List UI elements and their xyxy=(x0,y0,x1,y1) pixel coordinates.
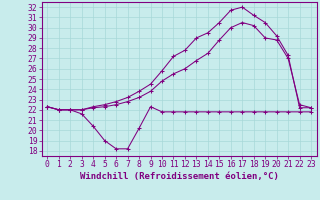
X-axis label: Windchill (Refroidissement éolien,°C): Windchill (Refroidissement éolien,°C) xyxy=(80,172,279,181)
